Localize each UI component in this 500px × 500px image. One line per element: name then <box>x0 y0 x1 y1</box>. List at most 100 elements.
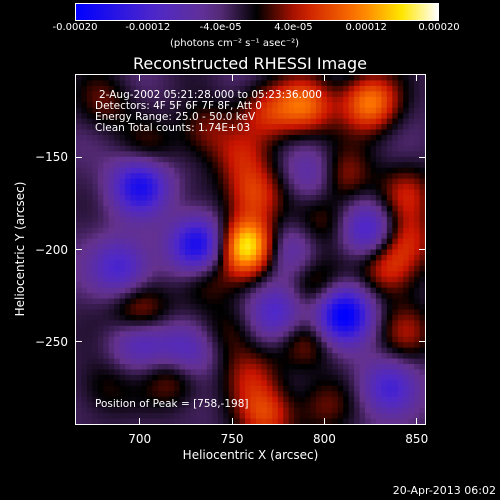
heatmap-cell <box>86 374 93 381</box>
heatmap-cell <box>277 145 284 152</box>
heatmap-cell <box>305 298 312 305</box>
heatmap-cell <box>266 353 273 360</box>
heatmap-cell <box>343 194 350 202</box>
heatmap-cell <box>343 309 350 316</box>
heatmap-cell <box>223 407 230 414</box>
heatmap-cell <box>119 75 126 82</box>
heatmap-cell <box>332 298 339 305</box>
heatmap-cell <box>272 145 279 152</box>
heatmap-cell <box>403 211 410 218</box>
heatmap-cell <box>206 304 213 311</box>
heatmap-cell <box>157 254 164 261</box>
heatmap-cell <box>114 124 121 131</box>
heatmap-cell <box>125 364 132 371</box>
heatmap-cell <box>228 124 235 131</box>
heatmap-cell <box>163 75 170 82</box>
heatmap-cell <box>272 287 279 294</box>
heatmap-cell <box>414 407 421 414</box>
heatmap-cell <box>223 189 230 196</box>
heatmap-cell <box>168 249 175 256</box>
heatmap-cell <box>168 298 175 305</box>
heatmap-cell <box>201 75 208 82</box>
heatmap-cell <box>239 189 246 196</box>
heatmap-cell <box>392 216 399 223</box>
heatmap-cell <box>245 293 252 300</box>
heatmap-cell <box>125 276 132 283</box>
heatmap-cell <box>119 96 126 103</box>
heatmap-cell <box>419 331 425 338</box>
heatmap-cell <box>359 85 366 92</box>
heatmap-cell <box>266 413 273 420</box>
heatmap-cell <box>228 216 235 223</box>
heatmap-cell <box>359 200 366 207</box>
heatmap-cell <box>223 336 230 343</box>
heatmap-cell <box>234 80 241 87</box>
heatmap-cell <box>195 194 203 202</box>
heatmap-cell <box>288 91 295 98</box>
heatmap-cell <box>272 129 279 136</box>
y-tick-mark <box>75 156 82 158</box>
heatmap-cell <box>348 353 355 360</box>
heatmap-cell <box>119 402 126 409</box>
heatmap-cell <box>310 287 317 294</box>
heatmap-cell <box>135 374 143 381</box>
heatmap-cell <box>190 233 197 240</box>
heatmap-cell <box>403 80 410 87</box>
heatmap-cell <box>381 353 388 360</box>
heatmap-cell <box>152 314 159 321</box>
heatmap-cell <box>392 75 399 82</box>
heatmap-cell <box>266 167 273 174</box>
heatmap-cell <box>397 233 404 240</box>
heatmap-cell <box>234 216 241 223</box>
heatmap-cell <box>315 254 322 261</box>
heatmap-cell <box>76 134 83 142</box>
heatmap-cell <box>168 314 175 321</box>
heatmap-cell <box>76 156 83 163</box>
heatmap-cell <box>163 184 170 191</box>
heatmap-cell <box>97 276 104 283</box>
heatmap-cell <box>174 194 181 202</box>
heatmap-cell <box>157 282 164 289</box>
heatmap-cell <box>305 156 312 163</box>
heatmap-cell <box>375 418 382 424</box>
heatmap-cell <box>163 336 170 343</box>
heatmap-cell <box>239 418 246 424</box>
heatmap-cell <box>277 156 284 163</box>
heatmap-cell <box>337 293 344 300</box>
heatmap-cell <box>337 353 344 360</box>
heatmap-cell <box>348 222 355 229</box>
heatmap-cell <box>212 325 219 332</box>
heatmap-cell <box>261 96 268 103</box>
heatmap-cell <box>92 353 99 360</box>
heatmap-cell <box>266 227 273 234</box>
heatmap-cell <box>321 194 328 202</box>
heatmap-cell <box>223 271 230 278</box>
heatmap-cell <box>408 271 415 278</box>
heatmap-cell <box>163 194 170 202</box>
heatmap-cell <box>315 156 322 163</box>
heatmap-cell <box>337 156 344 163</box>
heatmap-cell <box>381 118 388 125</box>
heatmap-cell <box>206 178 213 185</box>
heatmap-cell <box>130 293 137 300</box>
heatmap-cell <box>359 102 366 109</box>
heatmap-cell <box>141 407 148 414</box>
heatmap-cell <box>414 145 421 152</box>
heatmap-cell <box>337 358 344 365</box>
heatmap-cell <box>103 391 110 398</box>
heatmap-cell <box>250 304 257 311</box>
heatmap-cell <box>414 325 421 332</box>
heatmap-cell <box>217 380 224 387</box>
heatmap-cell <box>201 304 208 311</box>
heatmap-cell <box>414 282 421 289</box>
heatmap-cell <box>97 211 104 218</box>
heatmap-cell <box>141 418 148 424</box>
heatmap-cell <box>97 151 104 158</box>
heatmap-cell <box>408 374 415 381</box>
heatmap-cell <box>234 238 241 245</box>
heatmap-cell <box>201 265 208 272</box>
heatmap-cell <box>392 353 399 360</box>
heatmap-cell <box>86 331 93 338</box>
heatmap-cell <box>168 254 175 261</box>
heatmap-cell <box>305 260 312 267</box>
